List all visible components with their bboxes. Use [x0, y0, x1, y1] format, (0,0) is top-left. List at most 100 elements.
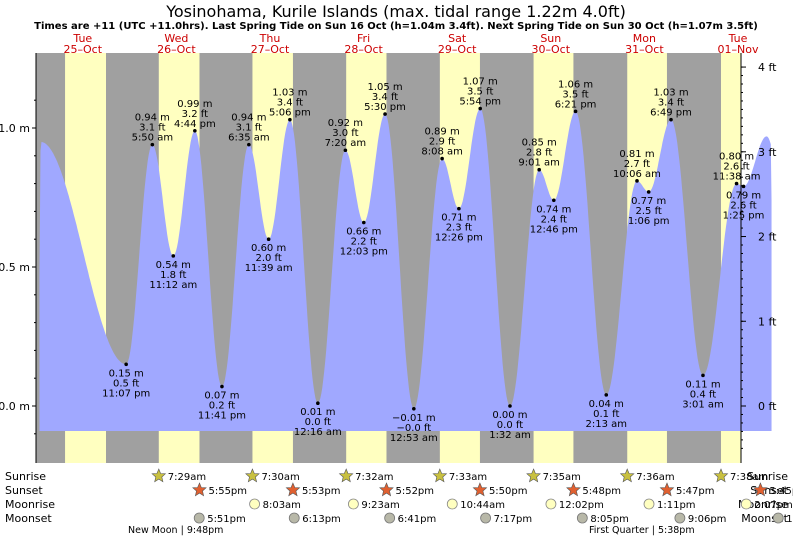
tide-area — [39, 108, 772, 432]
row-label-moonset: Moonset — [5, 512, 52, 525]
sunrise-time: 7:30am — [261, 472, 299, 483]
sunrise-time: 7:32am — [355, 472, 393, 483]
moonrise-time: 10:44am — [460, 500, 505, 511]
high-tide-label: 9:01 am — [518, 158, 560, 169]
high-tide-label: 10:06 am — [613, 169, 661, 180]
right-tick-label: 3 ft — [758, 146, 777, 159]
low-tide-label: 0.54 m — [156, 260, 191, 271]
sunrise-time: 7:33am — [449, 472, 487, 483]
day-date: 01–Nov — [718, 43, 759, 56]
sunrise-time: 7:38am — [730, 472, 768, 483]
sunset-icon — [285, 482, 301, 497]
day-date: 26–Oct — [157, 43, 196, 56]
sunset-time: 5:55pm — [208, 486, 247, 497]
tide-point — [361, 220, 366, 225]
tide-point — [247, 142, 251, 147]
high-tide-label: 4:44 pm — [174, 119, 216, 130]
tide-point — [669, 117, 673, 122]
high-tide-label: 5:50 am — [132, 133, 174, 144]
high-tide-label: 0.99 m — [177, 99, 212, 110]
day-name: Sat — [448, 32, 467, 45]
high-tide-label: 0.89 m — [425, 127, 460, 138]
tide-curve — [39, 108, 772, 432]
low-tide-label: 0.0 ft — [305, 417, 331, 428]
high-tide-label: 5:30 pm — [364, 102, 406, 113]
high-tide-label: 0.94 m — [135, 113, 170, 124]
tide-point — [220, 384, 224, 389]
low-tide-label: 0.4 ft — [690, 389, 716, 400]
tide-point — [150, 142, 155, 147]
moonset-time: 9:06pm — [688, 514, 727, 525]
moonrise-time: 8:03am — [263, 500, 301, 511]
row-label-moonrise: Moonrise — [5, 498, 55, 511]
moonset-icon — [772, 512, 784, 524]
day-date: 28–Oct — [344, 43, 383, 56]
moonset-icon — [576, 512, 588, 524]
day-name: Fri — [357, 32, 370, 45]
moonset-time: 10:19pm — [786, 514, 793, 525]
high-tide-label: 5:54 pm — [459, 97, 501, 108]
day-name: Thu — [259, 32, 281, 45]
high-tide-label: 0.80 m — [719, 152, 754, 163]
moonset-icon — [193, 512, 205, 524]
sunrise-icon — [338, 468, 354, 483]
right-tick-label: 0 ft — [758, 400, 777, 413]
day-date: 31–Oct — [625, 43, 664, 56]
row-label-sunrise: Sunrise — [5, 470, 46, 483]
low-tide-label: 0.04 m — [589, 399, 624, 410]
high-tide-label: 3.4 ft — [658, 98, 684, 109]
high-tide-label: 3.5 ft — [467, 87, 493, 98]
tide-point — [552, 198, 556, 203]
left-tick-label: 1.0 m — [0, 122, 30, 135]
tide-point — [478, 106, 483, 111]
sunset-icon — [566, 482, 581, 497]
low-tide-label: 1.8 ft — [160, 270, 186, 281]
low-tide-label: 2.6 ft — [730, 200, 756, 211]
low-tide-label: 0.79 m — [726, 190, 761, 201]
low-tide-label: 0.15 m — [109, 368, 144, 379]
chart-header: Yosinohama, Kurile Islands (max. tidal r… — [34, 2, 758, 32]
high-tide-label: 1.05 m — [367, 82, 402, 93]
sunset-icon — [659, 482, 675, 497]
high-tide-label: 2.9 ft — [429, 137, 455, 148]
left-tick-label: 0.5 m — [0, 261, 30, 274]
tide-point — [193, 128, 197, 133]
high-tide-label: 3.4 ft — [277, 98, 303, 109]
low-tide-label: 12:46 pm — [530, 224, 578, 235]
moonset-time: 6:13pm — [302, 514, 341, 525]
high-tide-label: 3.2 ft — [182, 109, 208, 120]
moonrise-time: 12:02pm — [559, 500, 604, 511]
low-tide-label: 0.01 m — [300, 407, 335, 418]
low-tide-label: 11:41 pm — [198, 411, 246, 422]
low-tide-label: 11:12 am — [149, 280, 197, 291]
high-tide-label: 1.03 m — [272, 88, 307, 99]
low-tide-label: 0.60 m — [251, 243, 286, 254]
right-tick-label: 2 ft — [758, 231, 777, 244]
high-tide-label: 2.6 ft — [723, 162, 749, 173]
sunrise-icon — [245, 468, 260, 483]
sunset-time: 5:50pm — [489, 486, 528, 497]
sunrise-icon — [526, 468, 541, 483]
axes: 0.0 m 0.5 m 1.0 m 0 ft 1 ft 2 ft 3 ft 4 ft — [0, 53, 777, 463]
moonrise-icon — [740, 498, 752, 510]
high-tide-label: 3.1 ft — [139, 123, 165, 134]
tide-point — [537, 167, 541, 172]
low-tide-label: 0.07 m — [204, 391, 239, 402]
day-date: 30–Oct — [532, 43, 571, 56]
high-tide-label: 0.94 m — [231, 113, 266, 124]
high-tide-label: 1.06 m — [558, 79, 593, 90]
day-name: Sun — [540, 32, 561, 45]
tide-point — [604, 393, 609, 397]
low-tide-label: 0.66 m — [346, 227, 381, 238]
tide-point — [343, 148, 348, 153]
moonrise-icon — [643, 498, 655, 510]
high-tide-label: 5:06 pm — [269, 108, 311, 119]
moon-phase-label: First Quarter | 5:38pm — [589, 525, 695, 536]
tide-point — [171, 254, 176, 258]
moonset-icon — [674, 512, 686, 524]
high-tide-label: 1.03 m — [653, 88, 688, 99]
low-tide-label: 2.2 ft — [351, 237, 377, 248]
sunset-time: 5:52pm — [395, 486, 434, 497]
